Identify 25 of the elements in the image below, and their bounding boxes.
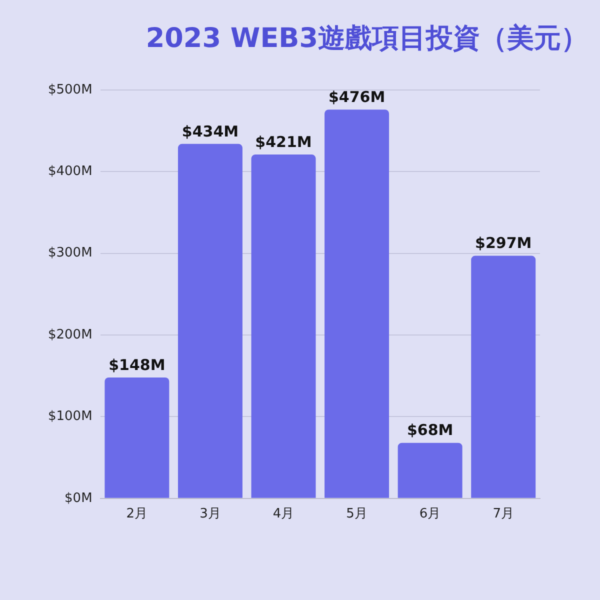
bar bbox=[471, 256, 536, 498]
bar bbox=[324, 110, 390, 498]
x-tick-label: 6月 bbox=[419, 506, 441, 522]
y-tick-label: $500M bbox=[48, 82, 92, 98]
x-tick-label: 3月 bbox=[200, 506, 221, 522]
bar bbox=[398, 442, 462, 498]
data-label: $434M bbox=[182, 122, 239, 140]
bar bbox=[178, 144, 242, 498]
y-tick-label: $400M bbox=[48, 164, 92, 180]
y-tick-label: $0M bbox=[64, 490, 92, 506]
data-label: $68M bbox=[406, 421, 454, 440]
data-label: $421M bbox=[255, 132, 312, 151]
y-tick-label: $300M bbox=[48, 246, 92, 261]
y-tick-label: $100M bbox=[48, 409, 92, 424]
bar bbox=[104, 378, 170, 498]
y-tick-label: $200M bbox=[48, 327, 92, 342]
data-label: $297M bbox=[475, 234, 532, 252]
chart-title: 2023 WEB3遊戲項目投資（美元） bbox=[144, 22, 589, 56]
bar bbox=[251, 154, 316, 498]
x-tick-label: 2月 bbox=[126, 506, 148, 522]
x-tick-label: 4月 bbox=[272, 506, 294, 522]
x-tick-label: 7月 bbox=[492, 506, 514, 522]
x-tick-label: 5月 bbox=[346, 506, 368, 522]
data-label: $148M bbox=[108, 356, 166, 374]
data-label: $476M bbox=[328, 88, 386, 106]
